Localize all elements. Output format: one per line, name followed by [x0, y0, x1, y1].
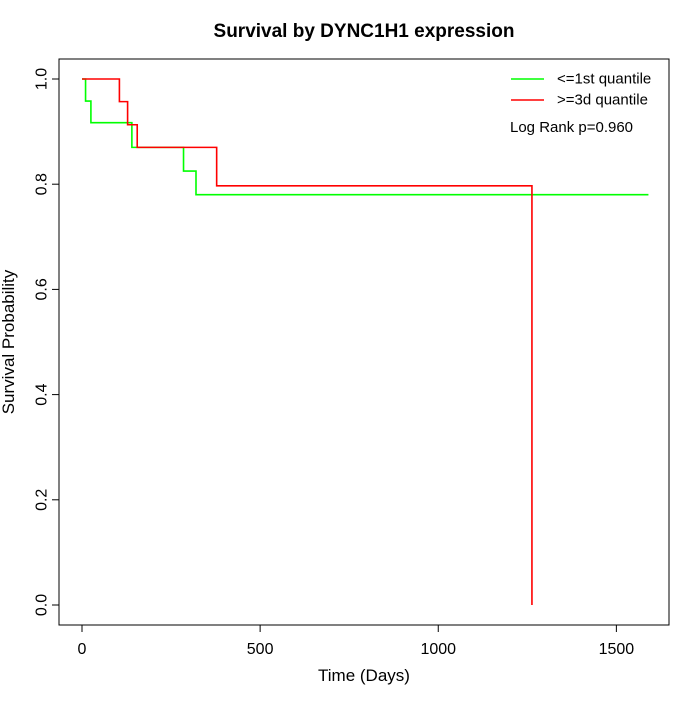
x-tick-label: 0: [78, 641, 87, 658]
y-tick-label: 0.8: [34, 173, 51, 195]
series-layer: [82, 78, 649, 605]
legend-entry: >=3d quantile: [557, 92, 648, 109]
y-tick-label: 0.4: [34, 383, 51, 405]
x-tick-label: 500: [247, 641, 274, 658]
x-axis: 0 500 1000 1500: [78, 624, 635, 658]
y-tick-label: 0.2: [34, 489, 51, 511]
survival-curve-2: [82, 78, 533, 605]
x-tick-label: 1500: [599, 641, 635, 658]
y-tick-label: 0.6: [34, 278, 51, 300]
plot-frame: [58, 58, 670, 626]
chart-title: Survival by DYNC1H1 expression: [214, 21, 515, 42]
legend-entry: <=1st quantile: [557, 71, 651, 88]
y-tick-label: 1.0: [34, 68, 51, 90]
y-axis-label: Survival Probability: [0, 269, 18, 414]
y-tick-label: 0.0: [34, 594, 51, 616]
log-rank-annotation: Log Rank p=0.960: [510, 119, 633, 136]
legend: <=1st quantile >=3d quantile: [511, 71, 651, 109]
survival-curve-1: [82, 78, 649, 196]
x-tick-label: 1000: [420, 641, 456, 658]
x-axis-label: Time (Days): [318, 666, 410, 685]
y-axis: 0.0 0.2 0.4 0.6 0.8 1.0: [34, 68, 60, 616]
